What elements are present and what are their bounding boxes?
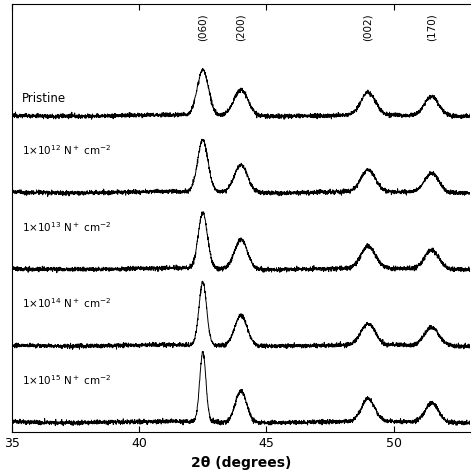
X-axis label: 2θ (degrees): 2θ (degrees) (191, 456, 291, 470)
Text: 1×10$^{14}$ N$^+$ cm$^{-2}$: 1×10$^{14}$ N$^+$ cm$^{-2}$ (22, 297, 112, 310)
Text: Pristine: Pristine (22, 92, 66, 105)
Text: 1×10$^{15}$ N$^+$ cm$^{-2}$: 1×10$^{15}$ N$^+$ cm$^{-2}$ (22, 374, 112, 387)
Text: (060): (060) (198, 13, 208, 41)
Text: 1×10$^{12}$ N$^+$ cm$^{-2}$: 1×10$^{12}$ N$^+$ cm$^{-2}$ (22, 144, 112, 157)
Text: (200): (200) (236, 13, 246, 41)
Text: (170): (170) (427, 13, 437, 41)
Text: 1×10$^{13}$ N$^+$ cm$^{-2}$: 1×10$^{13}$ N$^+$ cm$^{-2}$ (22, 220, 112, 234)
Text: (002): (002) (363, 13, 373, 41)
